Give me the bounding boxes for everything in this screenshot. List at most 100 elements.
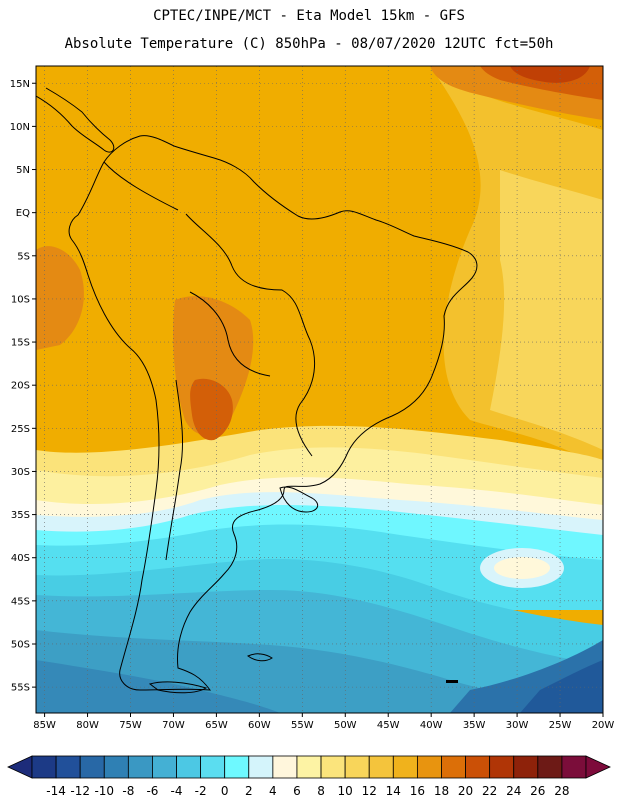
temperature-map [36, 66, 603, 713]
colorbar-label: 28 [554, 784, 569, 798]
field-14-16 [490, 170, 603, 450]
lat-label: 15S [11, 338, 30, 349]
colorbar-swatch [465, 755, 491, 779]
colorbar-label: -2 [195, 784, 207, 798]
colorbar-underflow-arrow [7, 755, 33, 779]
lat-label: EQ [16, 208, 30, 219]
lat-label: 30S [11, 467, 30, 478]
colorbar-swatch [441, 755, 466, 779]
lon-label: 50W [334, 720, 357, 731]
bolivia-border [189, 291, 271, 377]
brazil-border [185, 213, 316, 457]
lon-label: 30W [506, 720, 529, 731]
colorbar-label: 10 [337, 784, 352, 798]
lon-label: 80W [76, 720, 99, 731]
colorbar-label: 12 [362, 784, 377, 798]
lat-label: 25S [11, 424, 30, 435]
argentina-border [165, 379, 184, 561]
colorbar-labels: -14 -12 -10 -8 -6 -4 -2 0 2 4 6 8 10 12 14 16 18 20 22 24 26… [46, 784, 569, 798]
islands [446, 680, 458, 683]
central-america-coast [36, 87, 115, 153]
lon-label: 75W [119, 720, 142, 731]
colorbar-label: -10 [94, 784, 114, 798]
colorbar-swatch [368, 755, 394, 779]
lat-label: 20S [11, 381, 30, 392]
lon-label: 20W [592, 720, 615, 731]
uruguay-coast [279, 486, 319, 513]
colorbar-swatch [392, 755, 418, 779]
colorbar-swatch [248, 755, 274, 779]
colorbar-swatch [152, 755, 177, 779]
colorbar-label: -14 [46, 784, 66, 798]
field-minus10-minus8 [520, 660, 603, 713]
colorbar-swatch [344, 755, 370, 779]
field-22-24 [190, 378, 233, 441]
colorbar-swatch [79, 755, 105, 779]
lat-label: 40S [11, 553, 30, 564]
lon-label: 65W [205, 720, 228, 731]
colorbar-swatch [513, 755, 539, 779]
colorbar-swatch [272, 755, 298, 779]
lat-label: 45S [11, 596, 30, 607]
colorbar-label: 24 [506, 784, 521, 798]
longitude-axis: 85W 80W 75W 70W 65W 60W 55W 50W 45W 40W 35W 30W 25W 2… [33, 713, 614, 731]
lon-label: 70W [162, 720, 185, 731]
colorbar-swatch [103, 755, 129, 779]
field-minus6-minus4 [36, 660, 280, 713]
lat-label: 5S [17, 251, 30, 262]
colorbar [7, 755, 611, 779]
lat-label: 35S [11, 510, 30, 521]
lon-label: 35W [463, 720, 486, 731]
colorbar-label: 2 [245, 784, 253, 798]
colorbar-label: 4 [269, 784, 277, 798]
colorbar-swatch [55, 755, 81, 779]
falklands [247, 653, 273, 662]
lon-label: 25W [549, 720, 572, 731]
colorbar-label: 26 [530, 784, 545, 798]
south-america-coast [68, 135, 478, 691]
lat-label: 15N [10, 79, 30, 90]
colorbar-label: 22 [482, 784, 497, 798]
colorbar-label: -6 [146, 784, 158, 798]
colorbar-swatch [127, 755, 153, 779]
colorbar-label: 14 [386, 784, 401, 798]
colorbar-label: 8 [317, 784, 325, 798]
colorbar-swatch [416, 755, 442, 779]
andes-border [103, 161, 179, 211]
colorbar-swatch [320, 755, 346, 779]
latitude-axis: 15N 10N 5N EQ 5S 10S 15S 20S 25S 30S 35S 40S 45S 50S 5… [10, 79, 36, 694]
colorbar-label: 6 [293, 784, 301, 798]
colorbar-label: 16 [410, 784, 425, 798]
coastlines [36, 87, 478, 694]
lat-label: 10S [11, 294, 30, 305]
lat-label: 50S [11, 639, 30, 650]
tierra-del-fuego [148, 681, 208, 694]
colorbar-label: 18 [434, 784, 449, 798]
colorbar-label: -12 [70, 784, 90, 798]
lat-label: 10N [10, 122, 30, 133]
map-frame [35, 65, 604, 714]
south-georgia [446, 680, 458, 683]
title-line-1: CPTEC/INPE/MCT - Eta Model 15km - GFS [153, 8, 465, 24]
colorbar-swatch [31, 755, 57, 779]
colorbar-swatch [176, 755, 202, 779]
colorbar-label: -4 [171, 784, 183, 798]
colorbar-overflow-arrow [585, 755, 611, 779]
title-line-2: Absolute Temperature (C) 850hPa - 08/07/… [65, 36, 554, 52]
colorbar-swatch [224, 755, 250, 779]
lon-label: 45W [377, 720, 400, 731]
lat-label: 5N [16, 165, 30, 176]
field-20-22-pacific [36, 246, 84, 350]
colorbar-label: -8 [122, 784, 134, 798]
lon-label: 60W [248, 720, 271, 731]
field-24-26-north-atlantic [510, 66, 590, 83]
colorbar-swatch [537, 755, 563, 779]
lat-lon-grid [36, 66, 603, 713]
warm-blob-core [494, 557, 550, 579]
colorbar-swatch [489, 755, 515, 779]
lon-label: 40W [420, 720, 443, 731]
colorbar-label: 0 [221, 784, 229, 798]
lon-label: 85W [33, 720, 56, 731]
colorbar-swatch [200, 755, 226, 779]
